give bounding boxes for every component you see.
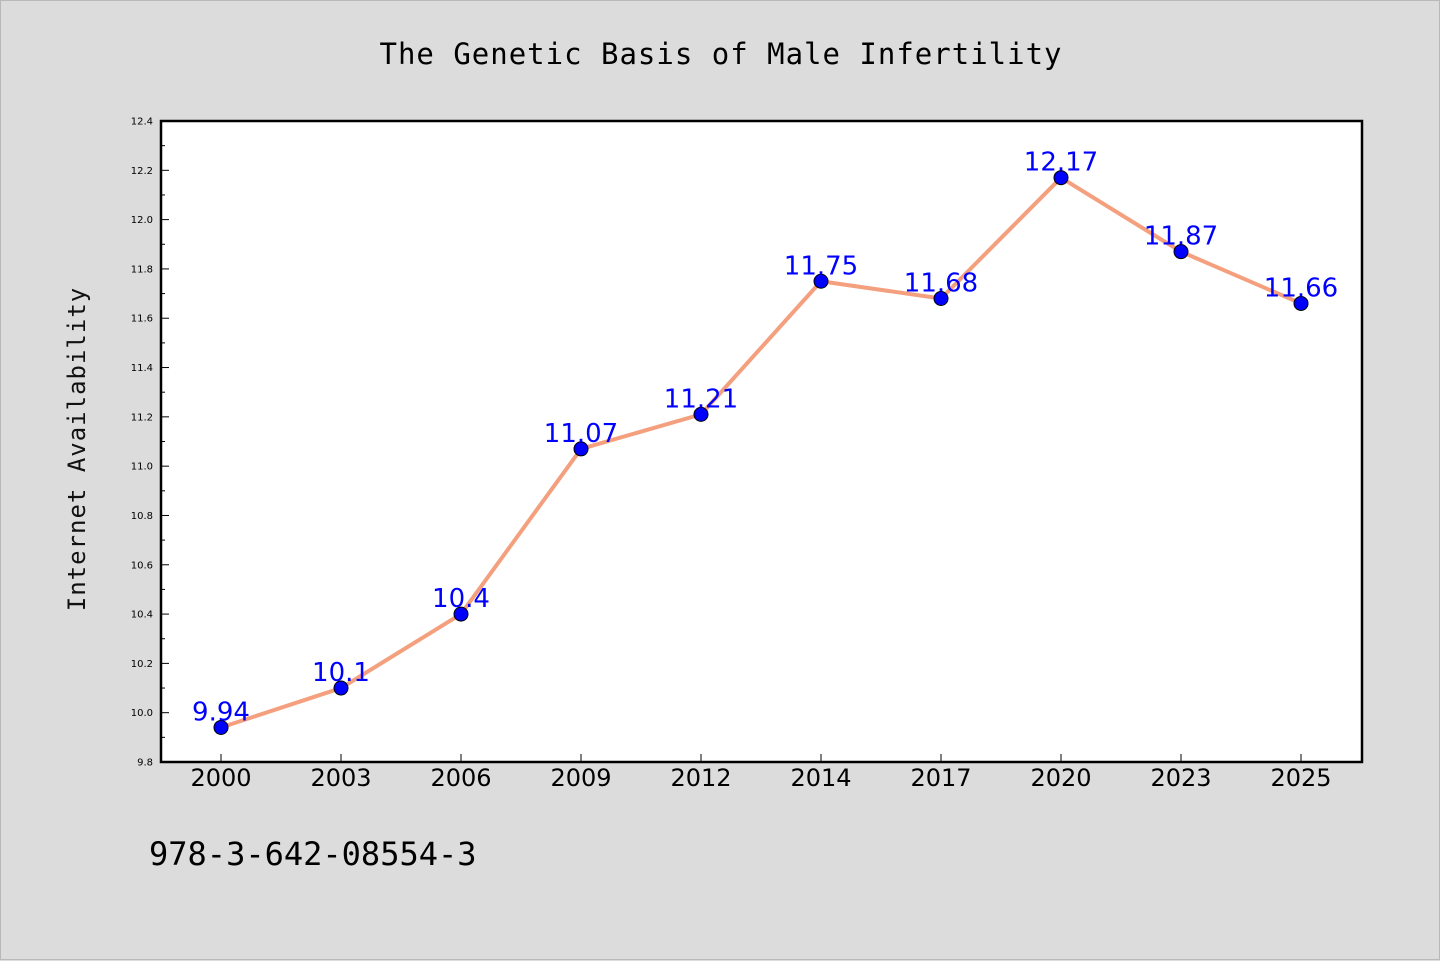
- y-tick-label: 11.0: [131, 462, 153, 473]
- series-layer: 9.94 10.1 10.4 11.07 11.21 11.75 11.68 12.17 11.…: [192, 148, 1338, 735]
- x-tick-label: 2020: [1030, 764, 1091, 792]
- y-tick-label: 10.4: [131, 610, 153, 621]
- data-point: [693, 406, 709, 422]
- y-axis-label: Internet Availability: [63, 287, 91, 611]
- data-label: 11.07: [544, 419, 618, 449]
- plot-area: [161, 121, 1362, 762]
- data-label: 11.75: [784, 251, 858, 281]
- data-label: 11.21: [664, 384, 738, 414]
- x-tick-label: 2014: [790, 764, 851, 792]
- series-line: [220, 175, 1302, 730]
- data-point: [1053, 170, 1069, 186]
- data-point: [453, 606, 469, 622]
- y-tick-label: 12.0: [131, 215, 153, 226]
- y-axis: 9.8 10.0 10.2 10.4 10.6 10.8 11.0 11.2 11.4 11.6 1…: [131, 117, 169, 769]
- data-label: 11.87: [1144, 222, 1218, 252]
- data-label: 11.66: [1264, 273, 1338, 303]
- chart-title: The Genetic Basis of Male Infertility: [379, 37, 1062, 71]
- y-tick-label: 10.2: [131, 659, 153, 670]
- y-tick-label: 10.6: [131, 560, 153, 571]
- data-point: [573, 441, 589, 457]
- data-point: [1173, 244, 1189, 260]
- data-label: 9.94: [192, 697, 250, 727]
- y-tick-label: 9.8: [137, 758, 153, 769]
- x-tick-label: 2012: [670, 764, 731, 792]
- x-tick-label: 2025: [1270, 764, 1331, 792]
- x-tick-label: 2006: [430, 764, 491, 792]
- isbn-footer: 978-3-642-08554-3: [149, 835, 477, 873]
- y-tick-label: 11.8: [131, 264, 153, 275]
- x-tick-label: 2009: [550, 764, 611, 792]
- x-tick-label: 2003: [310, 764, 371, 792]
- y-tick-label: 10.8: [131, 511, 153, 522]
- data-point: [813, 273, 829, 289]
- y-tick-label: 11.4: [131, 363, 153, 374]
- data-label: 11.68: [904, 269, 978, 299]
- x-tick-label: 2023: [1150, 764, 1211, 792]
- data-point: [333, 680, 349, 696]
- data-point: [213, 719, 229, 735]
- x-tick-label: 2017: [910, 764, 971, 792]
- data-label: 12.17: [1024, 148, 1098, 178]
- y-tick-label: 10.0: [131, 708, 153, 719]
- y-tick-label: 11.2: [131, 412, 153, 423]
- x-axis: 2000 2003 2006 2009 2012 2014 2017 2020 2023 2025: [190, 754, 1332, 792]
- y-tick-label: 12.4: [131, 117, 153, 128]
- y-tick-label: 12.2: [131, 166, 153, 177]
- y-tick-label: 11.6: [131, 314, 153, 325]
- data-label: 10.1: [312, 658, 370, 688]
- x-tick-label: 2000: [190, 764, 251, 792]
- plot-frame: [159, 119, 1364, 764]
- data-point: [1293, 295, 1309, 311]
- data-point: [933, 291, 949, 307]
- data-label: 10.4: [432, 584, 490, 614]
